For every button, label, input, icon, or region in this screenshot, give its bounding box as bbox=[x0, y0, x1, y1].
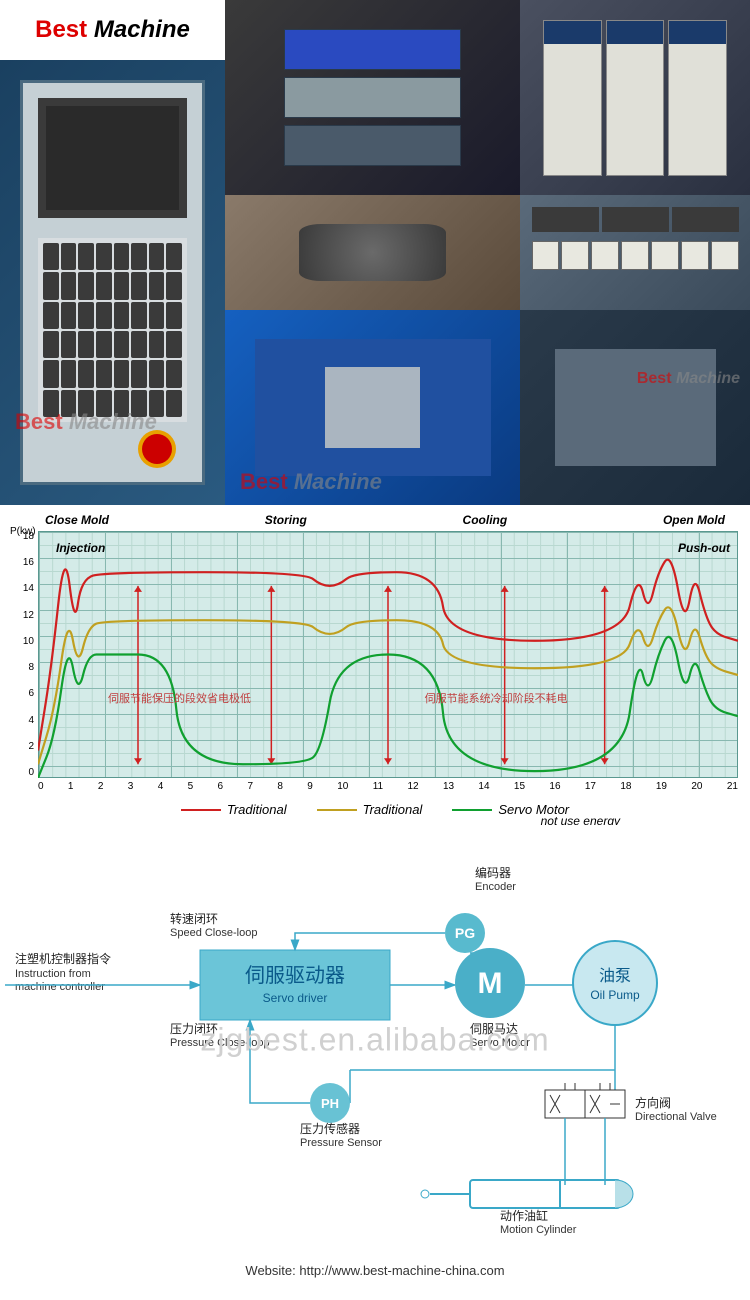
svg-text:Encoder: Encoder bbox=[475, 881, 516, 893]
phase-storing: Storing bbox=[265, 513, 307, 527]
servo-system-diagram: zjgbest.en.alibaba.com 注塑机控制器指令Instructi… bbox=[0, 825, 750, 1255]
photo-hydraulic: Best Machine bbox=[520, 310, 750, 505]
phase-close-mold: Close Mold bbox=[45, 513, 109, 527]
chart-legend: Traditional Traditional Servo Motor not … bbox=[10, 796, 740, 817]
photo-valves bbox=[225, 0, 520, 195]
footer-label: Website: bbox=[245, 1263, 295, 1278]
svg-text:转速闭环: 转速闭环 bbox=[170, 911, 218, 926]
svg-text:压力传感器: 压力传感器 bbox=[300, 1121, 360, 1136]
photo-control-panel: Best Machine bbox=[0, 60, 225, 505]
svg-text:PH: PH bbox=[321, 1096, 339, 1111]
brand-logo: Best Machine bbox=[0, 0, 225, 60]
svg-text:编码器: 编码器 bbox=[475, 865, 511, 880]
annotation-cn-1: 伺服节能保压的段效省电极低 bbox=[108, 690, 251, 706]
y-axis: 024681012141618 bbox=[10, 531, 34, 778]
chart-lines-svg bbox=[38, 531, 738, 778]
svg-text:machine controller: machine controller bbox=[15, 981, 105, 993]
svg-text:Oil Pump: Oil Pump bbox=[590, 988, 640, 1002]
svg-text:压力闭环: 压力闭环 bbox=[170, 1022, 218, 1036]
legend-item: Traditional bbox=[317, 802, 423, 817]
svg-text:Servo Motor: Servo Motor bbox=[470, 1037, 530, 1049]
phase-labels: Close Mold Storing Cooling Open Mold bbox=[10, 513, 740, 531]
svg-text:Pressure Sensor: Pressure Sensor bbox=[300, 1137, 382, 1149]
svg-text:伺服马达: 伺服马达 bbox=[470, 1022, 518, 1036]
svg-text:Pressure Close-loop: Pressure Close-loop bbox=[170, 1037, 270, 1049]
x-axis: 0123456789101112131415161718192021 bbox=[38, 781, 738, 796]
legend-item: Traditional bbox=[181, 802, 287, 817]
photo-clamp-unit: Best Machine bbox=[225, 310, 520, 505]
phase-open-mold: Open Mold bbox=[663, 513, 725, 527]
photo-motor bbox=[225, 195, 520, 310]
svg-text:伺服驱动器: 伺服驱动器 bbox=[245, 964, 345, 987]
svg-text:Motion Cylinder: Motion Cylinder bbox=[500, 1224, 577, 1236]
svg-text:Directional Valve: Directional Valve bbox=[635, 1111, 717, 1123]
photo-grid: Best Machine Best Machine bbox=[0, 0, 750, 505]
energy-chart: Close Mold Storing Cooling Open Mold P(k… bbox=[0, 505, 750, 825]
footer-url: http://www.best-machine-china.com bbox=[299, 1263, 504, 1278]
logo-red-text: Best bbox=[35, 16, 87, 43]
svg-text:方向阀: 方向阀 bbox=[635, 1095, 671, 1110]
annotation-cn-2: 伺服节能系统冷却阶段不耗电 bbox=[425, 690, 568, 706]
phase-cooling: Cooling bbox=[463, 513, 508, 527]
svg-text:M: M bbox=[478, 967, 503, 1000]
photo-contactors bbox=[520, 0, 750, 195]
logo-black-text: Machine bbox=[94, 16, 190, 43]
svg-text:Instruction from: Instruction from bbox=[15, 968, 91, 980]
svg-text:油泵: 油泵 bbox=[599, 967, 631, 985]
footer: Website: http://www.best-machine-china.c… bbox=[0, 1255, 750, 1292]
svg-text:动作油缸: 动作油缸 bbox=[500, 1208, 548, 1223]
svg-text:注塑机控制器指令: 注塑机控制器指令 bbox=[15, 951, 111, 966]
svg-text:Speed Close-loop: Speed Close-loop bbox=[170, 927, 257, 939]
photo-electrical-box bbox=[520, 195, 750, 310]
svg-text:Servo driver: Servo driver bbox=[263, 991, 328, 1005]
svg-text:PG: PG bbox=[455, 925, 475, 941]
